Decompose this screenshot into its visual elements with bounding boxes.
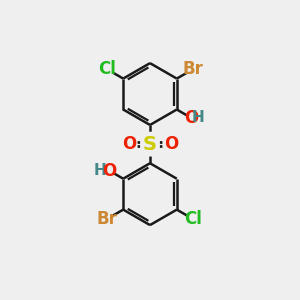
Text: S: S	[143, 135, 157, 154]
Text: Br: Br	[96, 210, 117, 228]
Text: H: H	[192, 110, 205, 125]
Text: O: O	[164, 135, 178, 153]
Text: O: O	[122, 135, 136, 153]
Text: O: O	[184, 109, 198, 127]
Text: Cl: Cl	[184, 210, 202, 228]
Text: Br: Br	[183, 60, 204, 78]
Text: Cl: Cl	[98, 60, 116, 78]
Text: O: O	[102, 162, 116, 180]
Text: H: H	[94, 163, 107, 178]
